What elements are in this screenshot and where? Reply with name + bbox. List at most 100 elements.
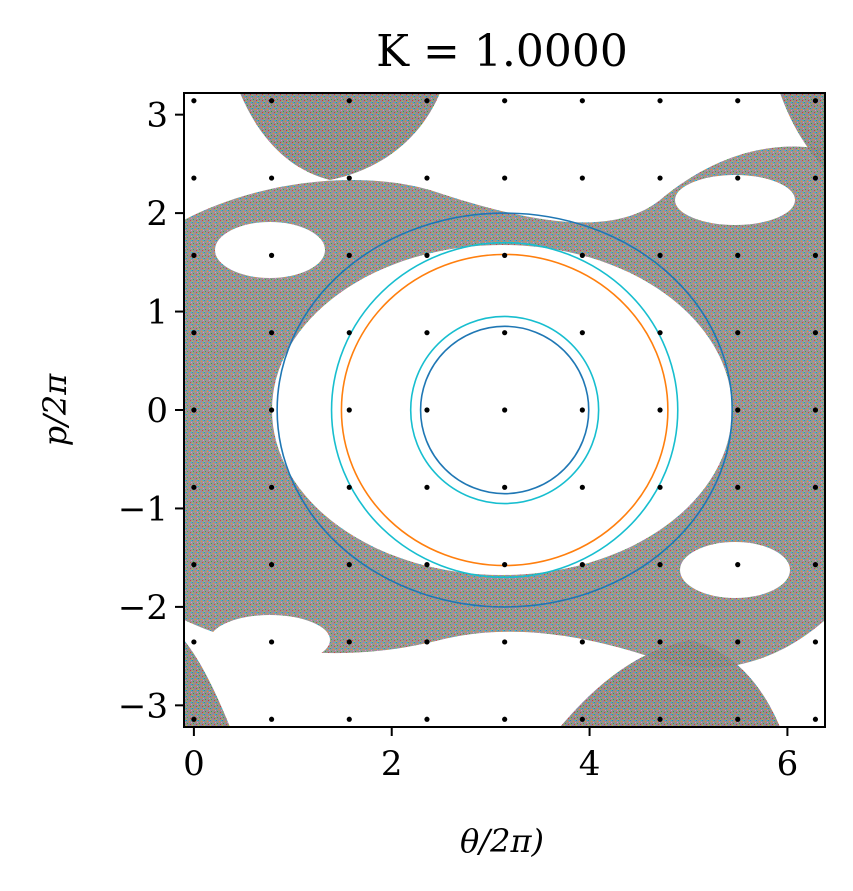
grid-point <box>268 407 275 413</box>
grid-point <box>812 175 819 181</box>
grid-point <box>735 562 741 568</box>
grid-point <box>424 330 430 336</box>
grid-point <box>502 716 508 722</box>
x-tick-label: 6 <box>777 744 799 784</box>
grid-point <box>657 252 663 258</box>
grid-point <box>424 716 430 722</box>
grid-point <box>424 175 430 181</box>
invariant-curve-5 <box>276 212 733 608</box>
resonance-island-2 <box>680 542 790 598</box>
grid-point <box>812 252 819 258</box>
grid-point <box>657 484 663 490</box>
chaotic-sea-top-right <box>780 93 825 170</box>
grid-point <box>657 175 663 181</box>
grid-point <box>191 407 197 413</box>
grid-point <box>424 407 430 413</box>
grid-point <box>579 175 585 181</box>
plot-area <box>183 92 826 728</box>
y-tick-label: 0 <box>146 391 168 431</box>
grid-point <box>579 330 585 336</box>
grid-point <box>502 98 508 104</box>
grid-point <box>735 639 741 645</box>
grid-point <box>735 484 741 490</box>
x-tick-label: 4 <box>579 744 601 784</box>
chart-title: K = 1.0000 <box>376 26 628 77</box>
grid-point <box>191 562 197 568</box>
grid-point <box>346 330 352 336</box>
grid-point <box>346 252 352 258</box>
y-tick-label: 3 <box>146 96 168 136</box>
grid-point <box>579 639 585 645</box>
grid-point <box>812 484 819 490</box>
grid-point <box>657 98 663 104</box>
regular-island <box>272 245 732 575</box>
grid-point <box>191 639 197 645</box>
grid-point <box>268 98 275 104</box>
grid-point <box>735 716 741 722</box>
grid-point <box>268 330 275 336</box>
grid-point <box>191 484 197 490</box>
grid-point <box>191 175 197 181</box>
resonance-island-1 <box>215 222 325 278</box>
grid-point <box>579 562 585 568</box>
grid-point <box>812 639 819 645</box>
grid-point <box>812 562 819 568</box>
x-tick-label: 2 <box>381 744 403 784</box>
grid-points <box>191 98 819 722</box>
chaotic-sea-layer <box>184 93 825 727</box>
grid-point <box>579 716 585 722</box>
grid-point <box>424 562 430 568</box>
grid-point <box>579 98 585 104</box>
grid-point <box>502 639 508 645</box>
grid-point <box>346 407 352 413</box>
grid-point <box>579 407 585 413</box>
grid-point <box>268 562 275 568</box>
grid-point <box>812 407 819 413</box>
grid-point <box>346 716 352 722</box>
grid-point <box>657 716 663 722</box>
x-tick-label: 0 <box>183 744 205 784</box>
grid-point <box>191 716 197 722</box>
grid-point <box>812 716 819 722</box>
grid-point <box>812 330 819 336</box>
x-axis: 0 2 4 6 <box>183 727 798 784</box>
grid-point <box>346 639 352 645</box>
grid-point <box>268 175 275 181</box>
invariant-curve-2 <box>409 315 600 505</box>
grid-point <box>579 484 585 490</box>
y-axis-label: p/2π <box>36 373 74 447</box>
grid-point <box>735 175 741 181</box>
chaotic-sea-bottom <box>560 640 780 727</box>
resonance-island-4 <box>675 175 795 225</box>
x-axis-label: θ/2π) <box>460 822 544 860</box>
grid-point <box>657 562 663 568</box>
grid-point <box>424 98 430 104</box>
grid-point <box>735 252 741 258</box>
chaotic-sea-bottom-left <box>184 640 230 727</box>
grid-point <box>268 639 275 645</box>
chaotic-sea-top <box>240 93 440 180</box>
invariant-curve-4 <box>330 241 679 579</box>
grid-point <box>812 98 819 104</box>
grid-point <box>424 252 430 258</box>
y-axis: 3 2 1 0 −1 −2 −3 <box>118 96 184 726</box>
grid-point <box>346 175 352 181</box>
grid-point <box>424 639 430 645</box>
grid-point <box>502 407 508 413</box>
grid-point <box>502 484 508 490</box>
y-tick-label: −1 <box>118 489 168 529</box>
grid-point <box>735 330 741 336</box>
y-tick-label: 1 <box>146 293 168 333</box>
grid-point <box>346 98 352 104</box>
grid-point <box>579 252 585 258</box>
grid-point <box>191 98 197 104</box>
grid-point <box>191 330 197 336</box>
grid-point <box>268 716 275 722</box>
grid-point <box>502 330 508 336</box>
grid-point <box>657 639 663 645</box>
grid-point <box>657 407 663 413</box>
invariant-curve-1 <box>419 325 590 495</box>
grid-point <box>268 252 275 258</box>
y-tick-label: 2 <box>146 194 168 234</box>
